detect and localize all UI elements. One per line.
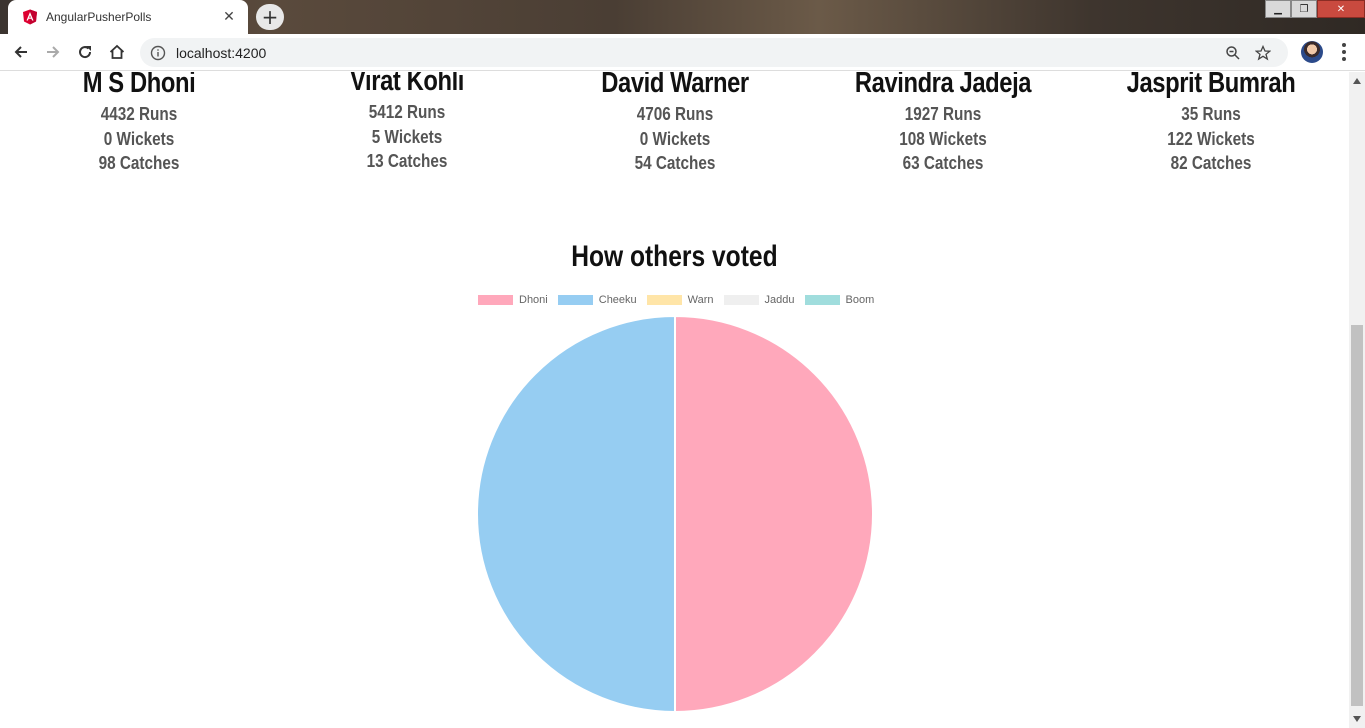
legend-item[interactable]: Jaddu [723,294,795,306]
player-runs: 5412 Runs [368,102,446,122]
players-row: M S Dhoni 4432 Runs 0 Wickets 98 Catches… [5,72,1345,194]
browser-toolbar: localhost:4200 [0,34,1365,71]
scroll-up-icon[interactable] [1349,74,1365,88]
new-tab-button[interactable]: + [256,4,284,30]
player-catches: 13 Catches [366,151,448,171]
player-name: Ravindra Jadeja [854,72,1032,99]
player-wickets: 0 Wickets [639,128,711,149]
legend-item[interactable]: Boom [804,294,875,306]
page-scrollbar[interactable] [1349,72,1365,728]
close-window-icon[interactable]: ✕ [1317,0,1365,18]
browser-titlebar: AngularPusherPolls ✕ + ▁ ❐ ✕ [0,0,1365,34]
address-bar[interactable]: localhost:4200 [140,38,1288,67]
legend-label: Dhoni [519,294,548,306]
forward-button[interactable] [37,36,69,68]
player-runs: 4432 Runs [100,104,178,124]
player-catches: 82 Catches [1170,153,1252,173]
url-text[interactable]: localhost:4200 [176,44,267,61]
legend-swatch [804,295,840,305]
tab-close-icon[interactable]: ✕ [223,9,235,25]
restore-icon[interactable]: ❐ [1291,0,1317,18]
pie-slice-cheeku[interactable] [476,314,676,714]
legend-swatch [557,295,593,305]
player-name: Jasprit Bumrah [1126,72,1296,99]
player-card[interactable]: M S Dhoni 4432 Runs 0 Wickets 98 Catches [5,72,273,176]
player-name: David Warner [601,72,749,99]
legend-item[interactable]: Warn [646,294,714,306]
angular-icon [23,9,37,25]
legend-label: Jaddu [764,294,795,306]
window-controls: ▁ ❐ ✕ [1265,0,1365,18]
player-name: M S Dhoni [82,72,196,99]
player-wickets: 5 Wickets [371,126,443,147]
back-button[interactable] [5,36,37,68]
info-icon[interactable] [150,45,166,61]
legend-item[interactable]: Dhoni [478,294,548,306]
player-wickets: 0 Wickets [103,128,175,149]
player-runs: 4706 Runs [636,104,714,124]
minimize-icon[interactable]: ▁ [1265,0,1291,18]
vote-pie-chart [476,314,874,714]
bookmark-star-icon[interactable] [1248,41,1278,65]
legend-swatch [723,295,759,305]
player-wickets: 108 Wickets [899,128,987,149]
player-runs: 1927 Runs [904,104,982,124]
forward-arrow-icon [47,46,60,58]
zoom-icon[interactable] [1218,41,1248,65]
browser-tab[interactable]: AngularPusherPolls ✕ [8,0,248,34]
player-wickets: 122 Wickets [1167,128,1255,149]
profile-avatar[interactable] [1301,41,1323,63]
scroll-thumb[interactable] [1351,325,1363,706]
legend-label: Cheeku [598,294,637,306]
player-name: Virat Kohli [350,72,464,97]
back-arrow-icon [14,46,27,58]
chart-legend: Dhoni Cheeku Warn Jaddu Boom [478,293,884,307]
page-viewport: M S Dhoni 4432 Runs 0 Wickets 98 Catches… [0,72,1349,728]
legend-label: Boom [845,294,875,306]
browser-menu-icon[interactable] [1334,40,1354,64]
player-card[interactable]: Ravindra Jadeja 1927 Runs 108 Wickets 63… [809,72,1077,176]
chart-title: How others voted [571,240,778,273]
reload-button[interactable] [69,36,101,68]
player-runs: 35 Runs [1181,104,1241,124]
legend-swatch [646,295,682,305]
reload-icon [79,46,92,59]
home-button[interactable] [101,36,133,68]
player-catches: 54 Catches [634,153,716,173]
player-card[interactable]: David Warner 4706 Runs 0 Wickets 54 Catc… [541,72,809,176]
player-catches: 98 Catches [98,153,180,173]
scroll-down-icon[interactable] [1349,712,1365,726]
tab-title: AngularPusherPolls [46,10,152,24]
pie-slice-dhoni[interactable] [674,314,874,714]
legend-item[interactable]: Cheeku [557,294,637,306]
player-catches: 63 Catches [902,153,984,173]
player-card[interactable]: Jasprit Bumrah 35 Runs 122 Wickets 82 Ca… [1077,72,1345,176]
legend-label: Warn [687,294,714,306]
legend-swatch [478,295,513,305]
home-icon [109,44,125,59]
player-card[interactable]: Virat Kohli 5412 Runs 5 Wickets 13 Catch… [273,72,541,174]
